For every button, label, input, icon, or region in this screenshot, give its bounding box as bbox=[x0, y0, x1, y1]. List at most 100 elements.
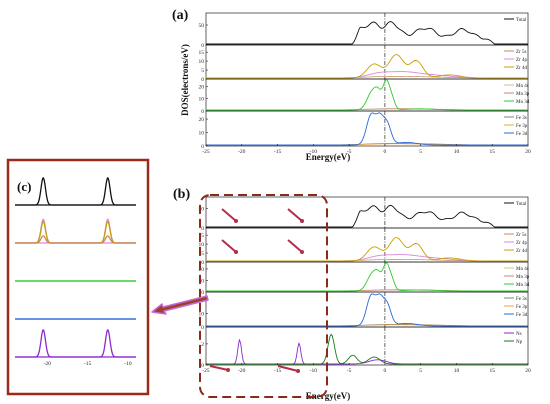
panel-b-series-mn-3d bbox=[206, 262, 528, 292]
panel-b-xtick-label: -5 bbox=[347, 368, 352, 374]
panel-a-legend-entry: Total bbox=[516, 18, 527, 23]
panel-b-ytick-label: 10 bbox=[199, 278, 205, 284]
panel-b-ytick-label: 0 bbox=[201, 325, 204, 331]
panel-b-ytick-label: 10 bbox=[199, 312, 205, 318]
pointer-arrow-head bbox=[300, 219, 304, 223]
panel-a-ytick-label: 0 bbox=[201, 144, 204, 150]
panel-c-subplot-5 bbox=[14, 329, 137, 358]
panel-b-subplot-frame bbox=[205, 291, 529, 328]
panel-b-xtick-label: 5 bbox=[419, 368, 422, 374]
panel-a-subplot-frame bbox=[205, 12, 529, 46]
panel-a-subplot-1: 0 50 Total bbox=[199, 12, 529, 49]
panel-c-xtick-label: -20 bbox=[44, 361, 52, 367]
panel-b-ytick-label: 0 bbox=[201, 363, 204, 369]
panel-b-ytick-label: 50 bbox=[199, 207, 205, 213]
panel-a-ytick-label: 10 bbox=[199, 131, 205, 137]
panel-b-subplot-frame bbox=[205, 326, 529, 366]
panel-b-ytick-label: 0 bbox=[201, 226, 204, 232]
panel-b-subplot-1: 0 50 Total bbox=[199, 196, 529, 232]
zoom-arrow bbox=[151, 295, 209, 315]
panel-b-ytick-label: 2 bbox=[201, 342, 204, 348]
panel-b-legend-entry: Fe 3d bbox=[516, 313, 528, 318]
panel-b-series-np bbox=[206, 333, 528, 365]
panel-a-legend-entry: Mn 3p bbox=[516, 92, 530, 97]
panel-b-legend-entry: Total bbox=[516, 202, 527, 207]
panel-a-xtick-label: -25 bbox=[202, 149, 210, 155]
panel-a-xlabel: Energy(eV) bbox=[306, 152, 351, 162]
zoom-region-box bbox=[199, 194, 328, 398]
panel-a-subplot-3: 0 10 20 Mn 4s Mn 3p Mn 3d bbox=[199, 78, 530, 115]
panel-b-ytick-label: 10 bbox=[199, 242, 205, 248]
panel-a-subplot-frame bbox=[205, 78, 529, 112]
pointer-arrow-head bbox=[234, 250, 238, 254]
panel-b-xtick-label: 10 bbox=[454, 368, 460, 374]
panel-b-xtick-label: -20 bbox=[238, 368, 246, 374]
panel-a-label: (a) bbox=[172, 8, 189, 23]
panel-b-series-fe-3d bbox=[206, 293, 528, 327]
panel-c-label: (c) bbox=[17, 179, 31, 194]
pointer-arrow-head bbox=[300, 250, 304, 254]
panel-a-xtick-label: 0 bbox=[384, 149, 387, 155]
panel-c-subplot-1 bbox=[14, 177, 137, 206]
pointer-arrow bbox=[287, 239, 303, 253]
panel-a-ytick-label: 50 bbox=[199, 23, 205, 29]
panel-a-ylabel: DOS(electrons/eV) bbox=[180, 44, 190, 116]
panel-a-xtick-label: -15 bbox=[274, 149, 282, 155]
panel-b-xtick-label: 15 bbox=[489, 368, 495, 374]
annotation-overlay bbox=[151, 194, 328, 398]
panel-b-legend-entry: Mn 3p bbox=[516, 275, 530, 280]
panel-a-subplot-2: 0 5 10 15 Zr 5s Zr 4p Zr 4d bbox=[199, 44, 529, 83]
pointer-arrow-head bbox=[226, 368, 230, 372]
pointer-arrow bbox=[277, 365, 299, 372]
panel-b-legend-entry: Mn 4s bbox=[516, 267, 529, 272]
panel-b-legend-entry: Ns bbox=[516, 332, 522, 337]
panel-b-ytick-label: 20 bbox=[199, 267, 205, 273]
panel-a-xtick-label: -5 bbox=[347, 149, 352, 155]
panel-b-legend-entry: Zr 4d bbox=[516, 249, 527, 254]
panel-a-ytick-label: 0 bbox=[201, 109, 204, 115]
panel-c-series-zr-4d bbox=[14, 221, 137, 244]
panel-a-xtick-label: 15 bbox=[489, 149, 495, 155]
panel-a-xtick-label: 20 bbox=[525, 149, 531, 155]
panel-c-series-zr-4p bbox=[14, 218, 137, 244]
panel-a-ytick-label: 0 bbox=[201, 77, 204, 83]
panel-b-subplot-frame bbox=[205, 261, 529, 293]
pointer-arrow-head bbox=[234, 219, 238, 223]
panel-a-subplot-frame bbox=[205, 44, 529, 80]
panel-a-legend-entry: Fe 3d bbox=[516, 132, 528, 137]
panel-b-ytick-label: 0 bbox=[201, 290, 204, 296]
panel-a-ytick-label: 15 bbox=[199, 50, 205, 56]
panel-b-ytick-label: 15 bbox=[199, 233, 205, 239]
panel-b-legend-entry: Zr 5s bbox=[516, 233, 526, 238]
panel-b-subplot-frame bbox=[205, 227, 529, 263]
panel-b-ytick-label: 0 bbox=[201, 260, 204, 266]
panel-c-xtick-label: -10 bbox=[124, 361, 132, 367]
panel-a-xtick-label: -20 bbox=[238, 149, 246, 155]
panel-b-legend-entry: Mn 3d bbox=[516, 283, 530, 288]
panel-b-subplot-5: 0 2 Ns Np bbox=[201, 326, 529, 369]
panel-a-legend-entry: Zr 4p bbox=[516, 58, 527, 63]
panel-a-legend-entry: Zr 4d bbox=[516, 66, 527, 71]
panel-c-chart: -20 -15 -10 bbox=[6, 158, 150, 396]
panel-a-legend-entry: Mn 3d bbox=[516, 100, 530, 105]
panel-a-ytick-label: 20 bbox=[199, 117, 205, 123]
panel-b-xtick-label: 20 bbox=[525, 368, 531, 374]
pointer-arrow bbox=[287, 208, 303, 222]
panel-c-subplot-2 bbox=[14, 218, 137, 244]
pointer-arrow bbox=[221, 239, 237, 253]
panel-a-subplot-frame bbox=[205, 110, 529, 147]
panel-b-xtick-label: 0 bbox=[384, 368, 387, 374]
panel-b-xtick-label: -10 bbox=[310, 368, 318, 374]
panel-c-xtick-label: -15 bbox=[84, 361, 92, 367]
panel-a-xtick-label: -10 bbox=[310, 149, 318, 155]
panel-a-ytick-label: 0 bbox=[201, 43, 204, 49]
panel-c-series-zr-5s bbox=[14, 235, 137, 244]
panel-b-series-total bbox=[206, 204, 528, 228]
panel-a-subplot-4: 0 10 20 Fe 3s Fe 3p Fe 3d bbox=[199, 110, 529, 150]
panel-b-series-zr-4d bbox=[206, 237, 528, 262]
pointer-arrow bbox=[221, 208, 237, 222]
panel-a-legend-entry: Zr 5s bbox=[516, 50, 526, 55]
panel-a-series-fe-3d bbox=[206, 112, 528, 146]
panel-a-series-mn-3d bbox=[206, 79, 528, 111]
